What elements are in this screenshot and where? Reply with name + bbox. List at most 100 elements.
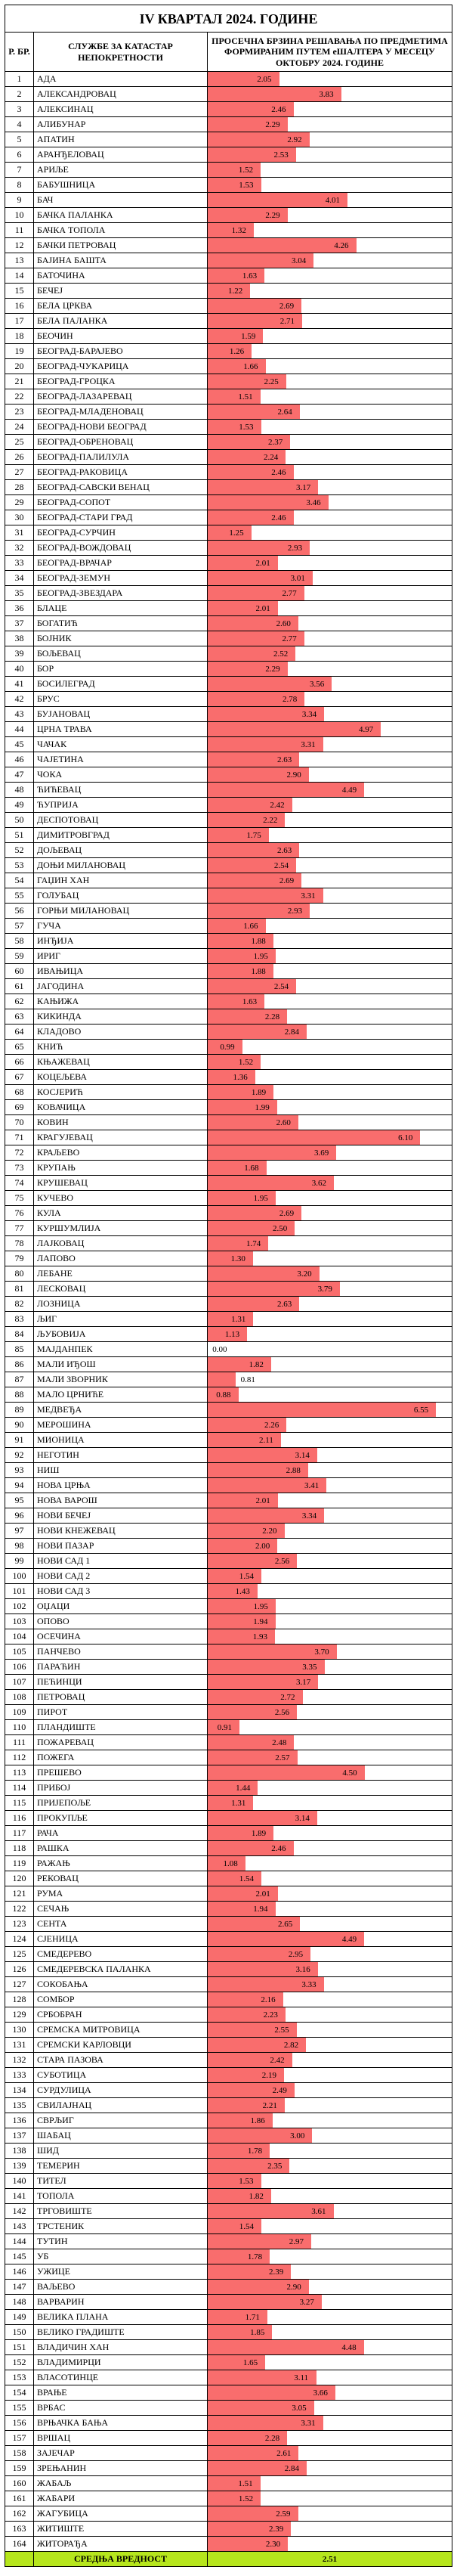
table-row: 160ЖАБАЉ1.51	[5, 2476, 452, 2491]
row-name: ЛЕСКОВАЦ	[34, 1282, 208, 1297]
row-value-label: 1.22	[226, 287, 245, 296]
row-value-cell: 2.55	[208, 2023, 452, 2038]
row-index: 2	[5, 87, 34, 102]
table-row: 27БЕОГРАД-РАКОВИЦА2.46	[5, 465, 452, 480]
row-index: 111	[5, 1735, 34, 1750]
row-name: ПЛАНДИШТЕ	[34, 1720, 208, 1735]
table-row: 48ЋИЋЕВАЦ4.49	[5, 783, 452, 798]
table-row: 83ЉИГ1.31	[5, 1312, 452, 1327]
table-row: 153ВЛАСОТИНЦЕ3.11	[5, 2370, 452, 2385]
row-index: 137	[5, 2128, 34, 2144]
row-index: 73	[5, 1161, 34, 1176]
row-value-cell: 2.26	[208, 1418, 452, 1433]
row-value-cell: 2.71	[208, 314, 452, 329]
table-row: 61ЈАГОДИНА2.54	[5, 979, 452, 994]
row-index: 52	[5, 843, 34, 858]
row-name: ТОПОЛА	[34, 2189, 208, 2204]
row-index: 50	[5, 813, 34, 828]
row-value-cell: 2.60	[208, 1115, 452, 1130]
row-name: ВРЊАЧКА БАЊА	[34, 2416, 208, 2431]
row-value-label: 2.35	[265, 2162, 284, 2171]
row-name: КРУШЕВАЦ	[34, 1176, 208, 1191]
row-value-cell: 2.39	[208, 2264, 452, 2280]
table-row: 129СРБОБРАН2.23	[5, 2007, 452, 2023]
row-value-cell: 2.90	[208, 767, 452, 783]
row-name: БЛАЦЕ	[34, 601, 208, 616]
row-value-label: 2.78	[280, 695, 299, 704]
table-row: 25БЕОГРАД-ОБРЕНОВАЦ2.37	[5, 435, 452, 450]
row-value-cell: 1.52	[208, 1055, 452, 1070]
row-index: 94	[5, 1478, 34, 1493]
row-value-label: 2.90	[285, 2283, 304, 2292]
row-index: 107	[5, 1675, 34, 1690]
row-index: 24	[5, 420, 34, 435]
row-value-cell: 3.34	[208, 707, 452, 722]
row-value-cell: 4.01	[208, 193, 452, 208]
row-name: ПОЖЕГА	[34, 1750, 208, 1765]
row-value-cell: 3.56	[208, 677, 452, 692]
row-value-cell: 3.66	[208, 2385, 452, 2401]
row-index: 88	[5, 1387, 34, 1403]
row-index: 82	[5, 1297, 34, 1312]
avg-value: 2.51	[208, 2552, 452, 2567]
row-value-label: 4.49	[340, 786, 359, 795]
row-value-cell: 1.85	[208, 2325, 452, 2340]
row-name: БАЧКА ПАЛАНКА	[34, 208, 208, 223]
table-row: 71КРАГУЈЕВАЦ6.10	[5, 1130, 452, 1145]
row-name: ПРЕШЕВО	[34, 1765, 208, 1781]
row-value-cell: 3.01	[208, 571, 452, 586]
row-index: 106	[5, 1660, 34, 1675]
row-value-label: 2.92	[285, 135, 304, 144]
row-value-label: 3.14	[293, 1814, 312, 1823]
table-row: 130СРЕМСКА МИТРОВИЦА2.55	[5, 2023, 452, 2038]
row-index: 161	[5, 2491, 34, 2506]
row-index: 55	[5, 888, 34, 904]
row-index: 17	[5, 314, 34, 329]
row-value-label: 3.83	[317, 90, 335, 99]
row-index: 38	[5, 631, 34, 646]
row-name: КУРШУМЛИЈА	[34, 1221, 208, 1236]
row-value-label: 2.88	[284, 1466, 303, 1475]
table-row: 4АЛИБУНАР2.29	[5, 117, 452, 132]
row-value-cell: 4.49	[208, 1932, 452, 1947]
table-row: 59ИРИГ1.95	[5, 949, 452, 964]
row-value-label: 1.85	[248, 2328, 267, 2337]
row-index: 136	[5, 2113, 34, 2128]
table-row: 110ПЛАНДИШТЕ0.91	[5, 1720, 452, 1735]
table-row: 143ТРСТЕНИК1.54	[5, 2219, 452, 2234]
row-value-cell: 1.53	[208, 2174, 452, 2189]
row-value-label: 2.49	[270, 2086, 289, 2095]
row-index: 134	[5, 2083, 34, 2098]
row-value-label: 2.64	[276, 408, 295, 417]
row-name: КРУПАЊ	[34, 1161, 208, 1176]
table-row: 47ЧОКА2.90	[5, 767, 452, 783]
row-name: ВРШАЦ	[34, 2431, 208, 2446]
table-row: 5АПАТИН2.92	[5, 132, 452, 147]
table-row: 137ШАБАЦ3.00	[5, 2128, 452, 2144]
row-value-label: 1.63	[240, 997, 259, 1006]
row-value-label: 6.10	[396, 1133, 415, 1142]
row-value-label: 1.89	[249, 1088, 268, 1097]
row-index: 65	[5, 1040, 34, 1055]
table-row: 26БЕОГРАД-ПАЛИЛУЛА2.24	[5, 450, 452, 465]
row-name: СУБОТИЦА	[34, 2068, 208, 2083]
row-value-label: 2.69	[277, 302, 296, 311]
row-value-label: 1.54	[237, 1874, 256, 1883]
table-row: 85МАЈДАНПЕК0.00	[5, 1342, 452, 1357]
table-row: 10БАЧКА ПАЛАНКА2.29	[5, 208, 452, 223]
row-name: АДА	[34, 72, 208, 87]
row-index: 146	[5, 2264, 34, 2280]
row-name: ИРИГ	[34, 949, 208, 964]
row-value-cell: 4.26	[208, 238, 452, 253]
row-name: ПАРАЋИН	[34, 1660, 208, 1675]
row-value-cell: 2.64	[208, 405, 452, 420]
row-value-cell: 1.54	[208, 1871, 452, 1886]
table-row: 93НИШ2.88	[5, 1463, 452, 1478]
row-name: СЈЕНИЦА	[34, 1932, 208, 1947]
row-value-cell: 3.69	[208, 1145, 452, 1161]
row-name: ВЛАДИМИРЦИ	[34, 2355, 208, 2370]
row-value-label: 4.97	[357, 725, 375, 734]
row-index: 11	[5, 223, 34, 238]
row-name: ИНЂИЈА	[34, 934, 208, 949]
row-value-label: 1.31	[229, 1315, 248, 1324]
